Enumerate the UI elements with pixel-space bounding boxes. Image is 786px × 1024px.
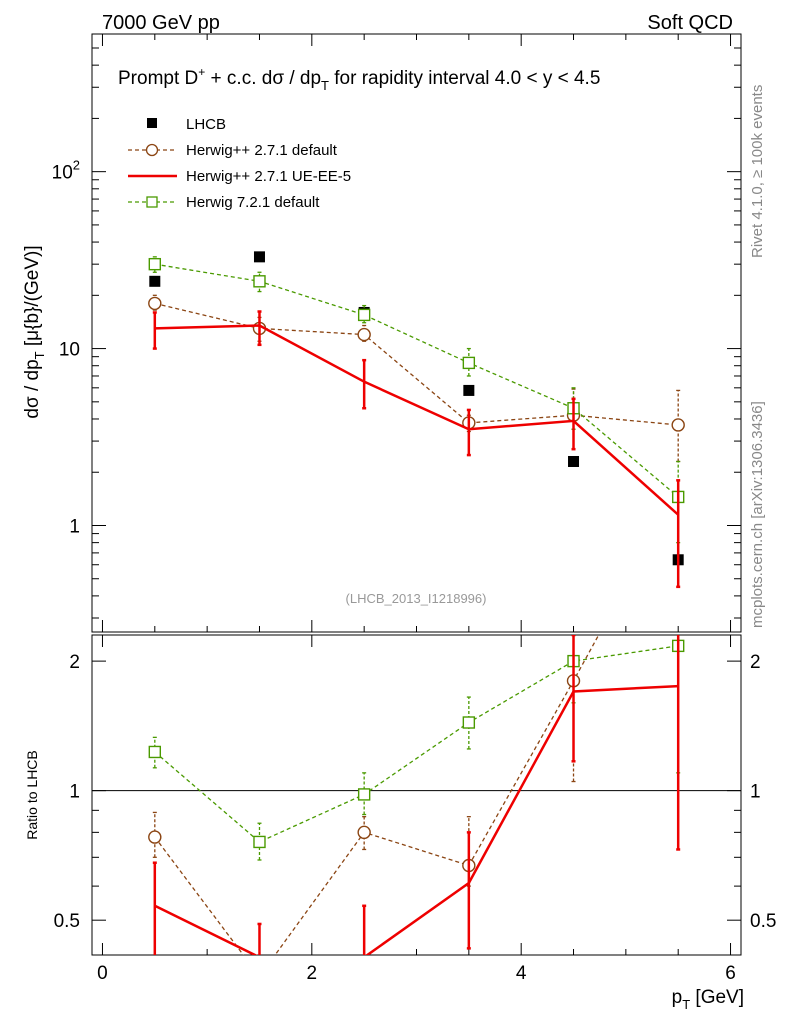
ratio-series-clip-group: [148, 635, 685, 982]
ratio-y-tick-label-left: 2: [69, 652, 80, 673]
main-series-layer: [148, 251, 685, 589]
ratio-y-tick-label-right: 2: [750, 652, 761, 673]
main-line-herwig-7-2-1-default: [154, 263, 679, 498]
main-title: Prompt D+ + c.c. dσ / dpT for rapidity i…: [118, 65, 600, 93]
header-right: Soft QCD: [647, 12, 733, 34]
legend-marker-lhcb: [147, 118, 157, 128]
main-marker-herwig-2-7-1-default: [357, 327, 371, 342]
ratio-line-herwig-2-7-1-ue-ee-5: [154, 684, 679, 955]
x-tick-label: 6: [725, 963, 736, 984]
legend-label-herwigpp-default: Herwig++ 2.7.1 default: [186, 142, 338, 159]
main-y-tick-label: 1: [69, 516, 80, 537]
main-point-lhcb: [568, 455, 580, 467]
legend: LHCB Herwig++ 2.7.1 default Herwig++ 2.7…: [128, 116, 351, 211]
main-marker-herwig-2-7-1-default: [671, 418, 685, 432]
ratio-marker-herwig-7-2-1-default: [148, 745, 162, 759]
ratio-y-tick-label-right: 1: [750, 782, 761, 803]
main-series-clip-group: [148, 251, 685, 589]
ratio-marker-herwig-7-2-1-default: [462, 716, 476, 729]
header-left: 7000 GeV pp: [102, 12, 220, 34]
main-line-herwig-2-7-1-default: [154, 302, 679, 426]
ratio-line-herwig-7-2-1-default: [154, 645, 679, 843]
ratio-panel: Ratio to LHCB pT [GeV] 0.5 0.5 1 1 2 2 0 2 4 6: [24, 634, 776, 1012]
x-tick-label: 4: [516, 963, 527, 984]
ratio-y-tick-label-right: 0.5: [750, 911, 776, 932]
x-axis-label: pT [GeV]: [672, 987, 744, 1012]
ratio-axis-ticks: 0.5 0.5 1 1 2 2 0 2 4 6: [54, 635, 776, 984]
legend-entry-herwigpp-default: Herwig++ 2.7.1 default: [128, 142, 338, 159]
main-marker-herwig-7-2-1-default: [462, 356, 476, 370]
main-point-lhcb: [463, 384, 475, 396]
ratio-y-tick-label-left: 1: [69, 782, 80, 803]
main-y-tick-label: 10: [59, 340, 80, 361]
main-marker-herwig-2-7-1-default: [148, 296, 162, 311]
ratio-series-layer: [148, 635, 685, 982]
main-point-lhcb: [253, 251, 265, 263]
legend-entry-herwig7-default: Herwig 7.2.1 default: [128, 194, 320, 211]
side-label-top: Rivet 4.1.0, ≥ 100k events: [749, 85, 766, 258]
main-y-tick-label: 102: [52, 158, 80, 184]
ratio-marker-herwig-2-7-1-default: [253, 970, 265, 982]
x-tick-label: 0: [97, 963, 108, 984]
legend-marker-herwigpp-default: [145, 143, 159, 157]
main-axis-ticks: 1 10 102: [52, 33, 741, 632]
main-panel: Prompt D+ + c.c. dσ / dpT for rapidity i…: [22, 33, 742, 633]
side-label-bottom: mcplots.cern.ch [arXiv:1306.3436]: [749, 401, 766, 628]
ratio-y-tick-label-left: 0.5: [54, 911, 80, 932]
legend-label-herwigpp-ue-ee-5: Herwig++ 2.7.1 UE-EE-5: [186, 168, 351, 185]
ratio-marker-herwig-2-7-1-default: [148, 830, 162, 844]
legend-entry-herwigpp-ue-ee-5: Herwig++ 2.7.1 UE-EE-5: [128, 168, 351, 185]
main-y-label: dσ / dpT [μ{b}/(GeV)]: [22, 245, 47, 418]
main-marker-herwig-7-2-1-default: [253, 275, 266, 288]
main-marker-herwig-7-2-1-default: [148, 257, 162, 271]
main-point-lhcb: [149, 275, 161, 287]
ratio-marker-herwig-7-2-1-default: [357, 788, 371, 801]
ratio-y-label: Ratio to LHCB: [24, 750, 40, 839]
main-line-herwig-2-7-1-ue-ee-5: [154, 324, 680, 516]
legend-entry-lhcb: LHCB: [147, 116, 226, 133]
legend-marker-herwig7-default: [146, 196, 158, 208]
legend-label-lhcb: LHCB: [186, 116, 226, 133]
legend-label-herwig7-default: Herwig 7.2.1 default: [186, 194, 320, 211]
ratio-frame: [91, 634, 742, 956]
analysis-watermark: (LHCB_2013_I1218996): [346, 591, 487, 606]
x-tick-label: 2: [307, 963, 318, 984]
main-marker-herwig-7-2-1-default: [357, 308, 371, 322]
ratio-marker-herwig-2-7-1-default: [357, 825, 371, 840]
ratio-marker-herwig-7-2-1-default: [253, 835, 266, 849]
ratio-line-herwig-2-7-1-default: [154, 635, 600, 955]
